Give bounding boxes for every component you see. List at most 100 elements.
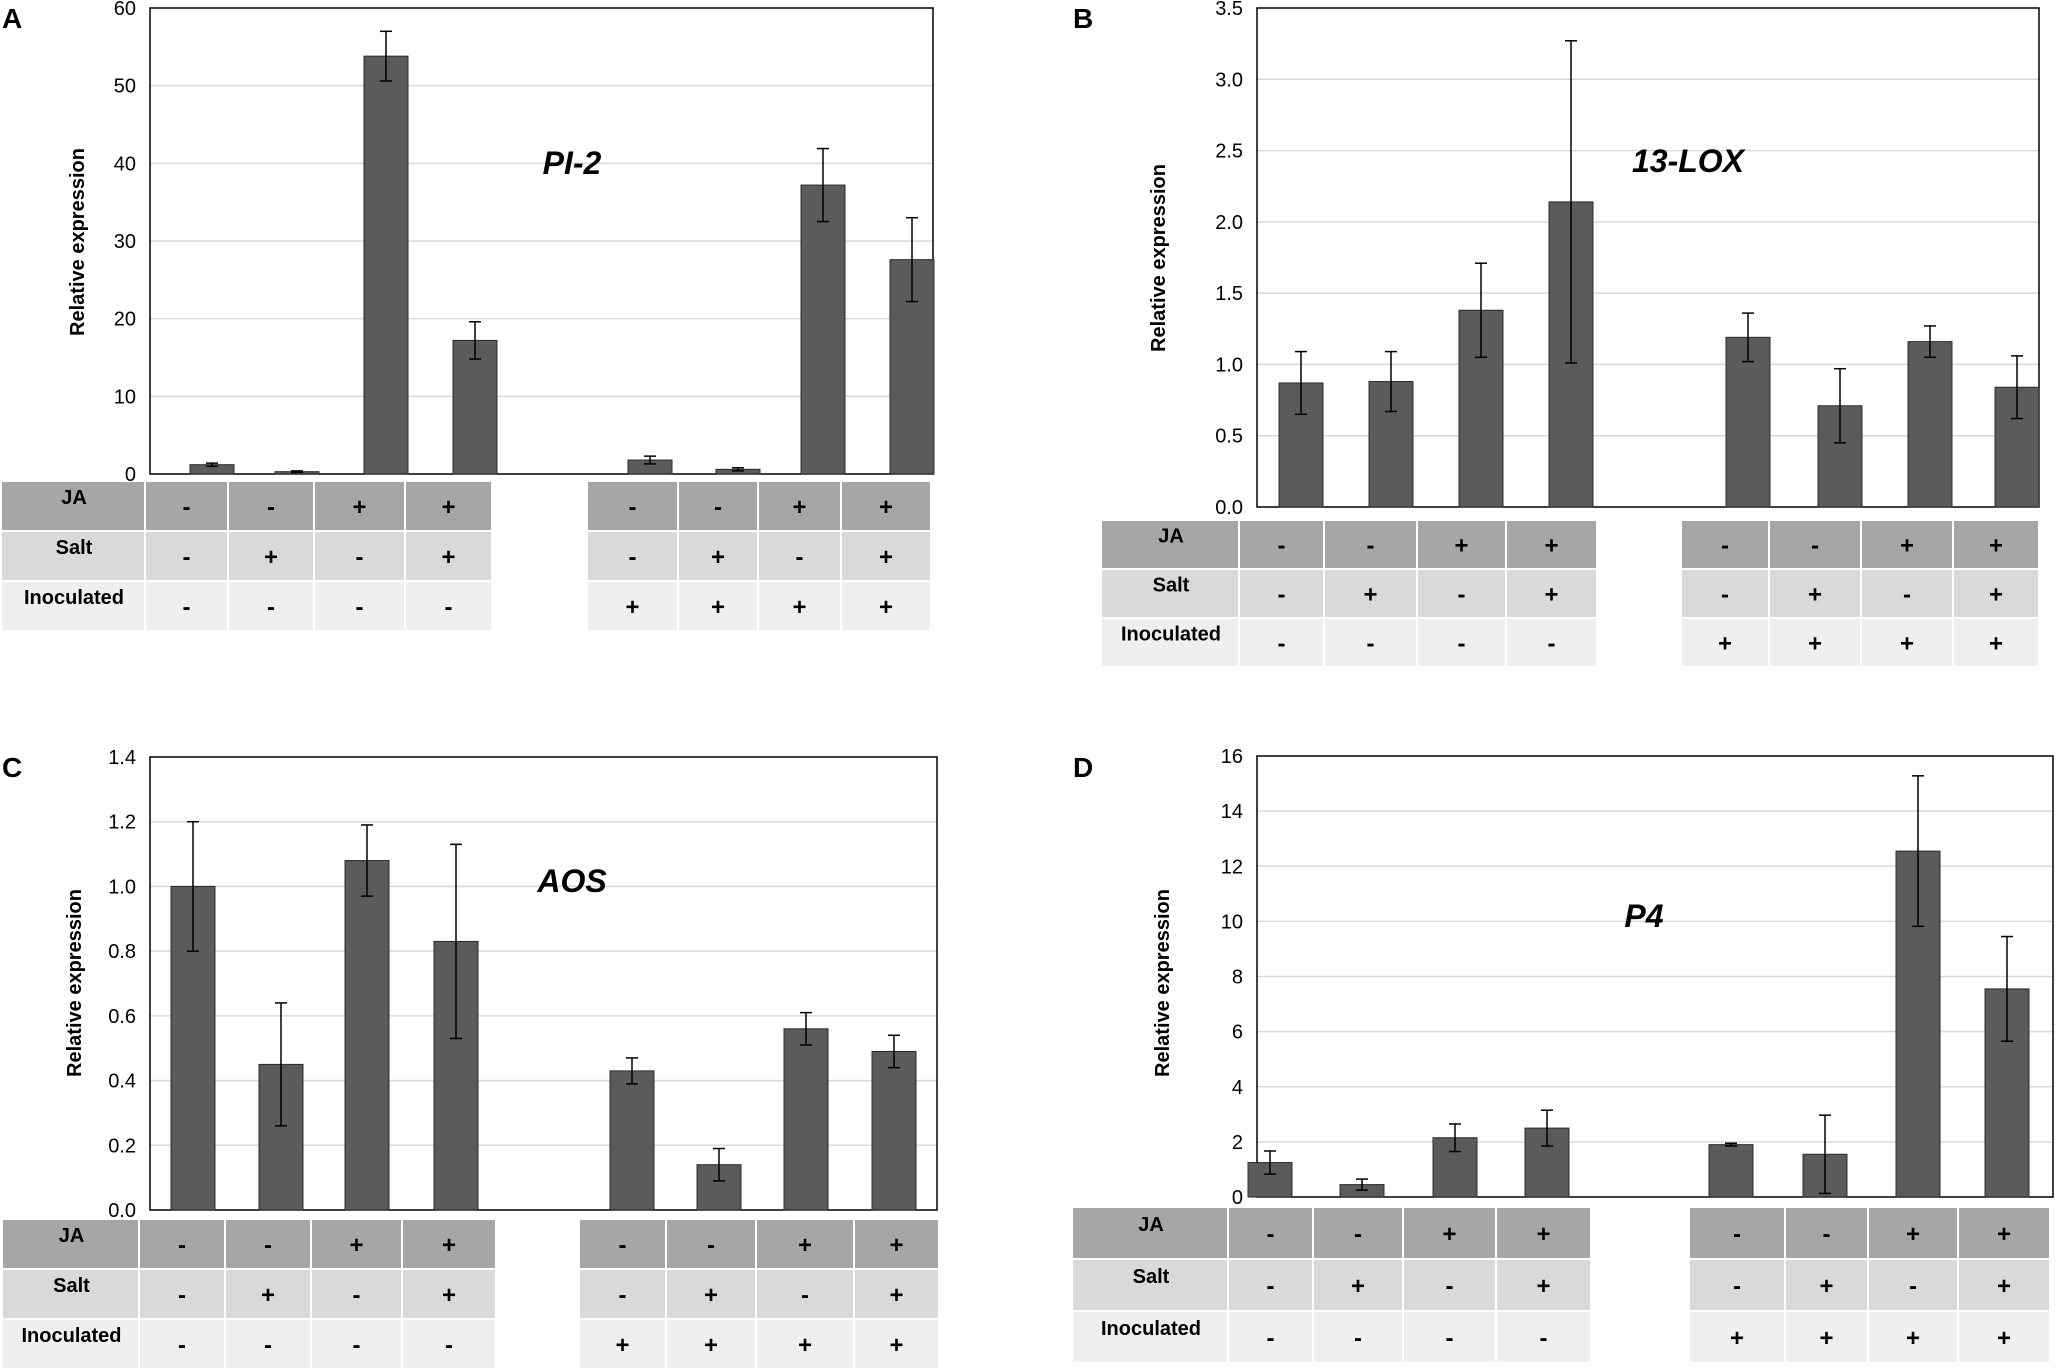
table-cell [226,1270,310,1318]
cell-symbol-salt: + [1544,582,1558,609]
table-cell [1682,619,1768,666]
error-bar [291,470,303,474]
cell-symbol-inoculated: + [1819,1325,1833,1352]
cell-symbol-ja: + [1544,533,1558,560]
cell-symbol-inoculated: - [1540,1325,1548,1352]
cell-symbol-ja: + [349,1232,363,1259]
table-cell [140,1270,224,1318]
table-cell [842,582,930,630]
y-tick-label: 1.4 [108,747,136,769]
row-label-salt: Salt [1133,1266,1170,1288]
table-cell [1229,1208,1312,1258]
table-cell [1682,521,1768,568]
table-cell [1418,619,1505,666]
error-bar [1385,350,1397,413]
cell-symbol-inoculated: - [1446,1325,1454,1352]
plot-frame [149,756,938,1211]
error-bar [800,1011,812,1046]
cell-symbol-salt: + [261,1282,275,1309]
table-cell [855,1270,938,1318]
row-label-inoculated: Inoculated [21,1325,121,1347]
y-tick-label: 0.8 [108,941,136,963]
cell-symbol-salt: + [441,544,455,571]
y-tick-label: 1.2 [108,812,136,834]
table-cell [580,1220,665,1268]
table-cell [842,532,930,580]
y-tick-label: 0.2 [108,1135,136,1157]
panel-letter: B [1073,3,1093,34]
table-cell [1862,619,1952,666]
bar [344,860,390,1211]
cell-symbol-inoculated: + [798,1332,812,1359]
y-tick-label: 30 [114,231,136,253]
row-label-inoculated: Inoculated [1121,624,1221,646]
table-cell [1690,1208,1784,1258]
error-bar [732,467,744,472]
cell-symbol-ja: - [619,1232,627,1259]
cell-symbol-inoculated: + [1718,631,1732,658]
error-bar [1541,1109,1553,1147]
row-label-cell [2,582,144,630]
row-label-inoculated: Inoculated [24,587,124,609]
table-cell [146,532,227,580]
table-cell [403,1270,495,1318]
table-cell [588,482,677,530]
cell-symbol-ja: - [1354,1221,1362,1248]
table-cell [403,1320,495,1368]
cell-symbol-inoculated: - [1278,631,1286,658]
table-cell [1869,1260,1957,1310]
panel-d: 0 2 4 6 8 10 12 14 16 P4 D Relative expression JA - - +… [1073,746,2054,1362]
cell-symbol-inoculated: + [792,594,806,621]
cell-symbol-ja: + [442,1232,456,1259]
table-cell [1314,1312,1402,1362]
table-cell [140,1320,224,1368]
table-cell [842,482,930,530]
cell-symbol-inoculated: + [1997,1325,2011,1352]
cell-symbol-salt: + [879,544,893,571]
error-bar [450,843,462,1040]
y-tick-label: 16 [1221,746,1243,768]
table-cell [759,582,840,630]
table-cell [679,582,757,630]
row-label-salt: Salt [1153,575,1190,597]
cell-symbol-salt: - [629,544,637,571]
panel-b: 0.0 0.5 1.0 1.5 2.0 2.5 3.0 3.5 13-LOX B Relative … [1073,0,2040,666]
cell-symbol-salt: - [796,544,804,571]
cell-symbol-ja: - [707,1232,715,1259]
cell-symbol-salt: - [1903,582,1911,609]
cell-symbol-ja: + [352,494,366,521]
cell-symbol-inoculated: - [183,594,191,621]
error-bar [906,216,918,303]
bar [1708,1144,1754,1198]
table-cell [1418,521,1505,568]
cell-symbol-inoculated: + [889,1332,903,1359]
table-cell [406,482,491,530]
cell-symbol-ja: - [264,1232,272,1259]
cell-symbol-ja: + [879,494,893,521]
table-cell [315,582,404,630]
table-cell [588,532,677,580]
y-axis-label: Relative expression [67,148,89,336]
bar [452,339,498,475]
treatment-table: JA - - + + - - + + Salt - + - + - + - + Inoculated - - - - + + + + [2,482,930,630]
bar [800,184,846,475]
plot-frame [1256,7,2040,508]
cell-symbol-ja: - [1367,533,1375,560]
panel-c: 0.0 0.2 0.4 0.6 0.8 1.0 1.2 1.4 AOS C Relative exp… [2,747,938,1368]
y-tick-label: 0.6 [108,1006,136,1028]
table-cell [140,1220,224,1268]
table-cell [406,532,491,580]
y-tick-label: 0.0 [1215,497,1243,519]
y-tick-label: 6 [1232,1022,1243,1044]
cell-symbol-salt: - [1721,582,1729,609]
table-cell [1682,570,1768,617]
error-bar [380,30,392,82]
table-cell [406,582,491,630]
panel-letter: C [2,752,22,783]
row-label-cell [3,1320,138,1368]
cell-symbol-inoculated: - [1548,631,1556,658]
row-label-cell [3,1270,138,1318]
cell-symbol-salt: - [619,1282,627,1309]
table-cell [679,532,757,580]
error-bar [275,1002,287,1127]
